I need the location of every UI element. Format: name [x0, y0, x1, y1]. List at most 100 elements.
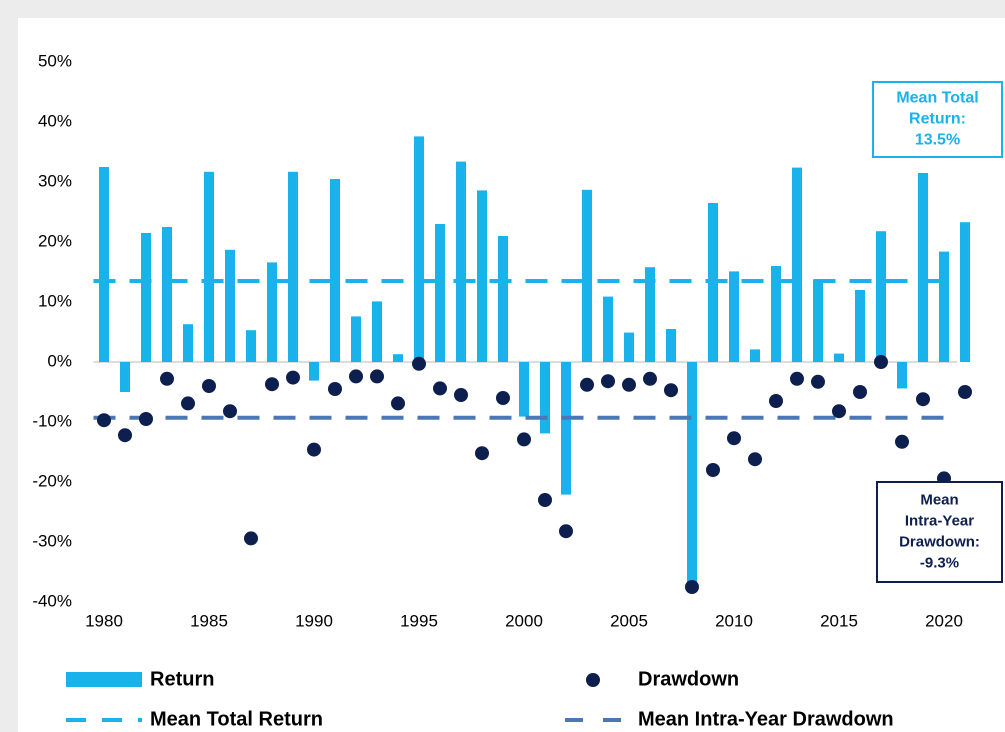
bar — [498, 236, 508, 362]
dot — [643, 371, 657, 386]
bar — [456, 161, 466, 362]
y-tick-label: -20% — [32, 471, 72, 490]
bar — [414, 136, 424, 362]
bar — [603, 296, 613, 362]
dot — [895, 434, 909, 449]
dot — [412, 356, 426, 371]
dot — [202, 379, 216, 393]
bar — [246, 330, 256, 362]
bar — [540, 362, 550, 434]
dot — [181, 396, 195, 411]
bar — [309, 362, 319, 381]
bar — [729, 271, 739, 362]
bar — [477, 190, 487, 362]
chart-panel — [18, 18, 1005, 732]
annotation-box — [872, 81, 1003, 158]
dot — [349, 369, 363, 384]
y-tick-label: 40% — [38, 111, 72, 130]
bar — [183, 324, 193, 362]
annotation-text: Intra-Year — [905, 512, 974, 529]
dot — [475, 446, 489, 461]
bar — [855, 290, 865, 362]
dot — [97, 413, 111, 428]
bar — [666, 329, 676, 362]
bar — [687, 362, 697, 584]
bar — [435, 224, 445, 362]
dot — [307, 442, 321, 457]
dot — [706, 463, 720, 477]
dot — [664, 383, 678, 398]
dot — [538, 493, 552, 507]
y-tick-label: 30% — [38, 171, 72, 190]
dot — [832, 404, 846, 419]
dot — [139, 412, 153, 426]
x-tick-label: 2010 — [715, 611, 753, 630]
x-tick-label: 1985 — [190, 611, 228, 630]
dot — [433, 381, 447, 396]
legend-swatch — [66, 672, 142, 687]
x-tick-label: 1995 — [400, 611, 438, 630]
dot — [874, 355, 888, 369]
dot — [265, 377, 279, 392]
dot — [454, 388, 468, 402]
dot — [370, 369, 384, 384]
bar — [225, 249, 235, 362]
dot — [853, 385, 867, 399]
dot — [559, 524, 573, 539]
bar — [792, 167, 802, 362]
dot — [811, 374, 825, 389]
bar — [120, 362, 130, 392]
annotation-text: Mean — [920, 491, 958, 508]
legend-label: Mean Intra-Year Drawdown — [638, 708, 894, 730]
y-tick-label: 10% — [38, 291, 72, 310]
dot — [601, 374, 615, 389]
bar — [351, 316, 361, 362]
bar — [162, 227, 172, 362]
bar — [897, 362, 907, 389]
legend-label: Mean Total Return — [150, 708, 323, 730]
dot — [748, 452, 762, 467]
x-tick-label: 2005 — [610, 611, 648, 630]
bar — [813, 279, 823, 362]
bar — [141, 233, 151, 362]
annotation-text: Mean Total — [896, 90, 978, 107]
bar — [204, 171, 214, 362]
bar — [645, 267, 655, 362]
annotation-text: 13.5% — [915, 132, 960, 149]
dot — [727, 431, 741, 446]
y-tick-label: -30% — [32, 531, 72, 550]
bar — [330, 179, 340, 362]
dot — [244, 531, 258, 546]
legend-label: Drawdown — [638, 668, 739, 690]
dot — [580, 377, 594, 392]
annotation-text: Drawdown: — [899, 533, 980, 550]
dot — [118, 428, 132, 443]
y-tick-label: -40% — [32, 591, 72, 610]
x-tick-label: 2020 — [925, 611, 963, 630]
bar — [99, 167, 109, 362]
x-tick-label: 2000 — [505, 611, 543, 630]
bar — [918, 173, 928, 362]
x-tick-label: 1990 — [295, 611, 333, 630]
x-tick-label: 2015 — [820, 611, 858, 630]
bar — [267, 262, 277, 362]
bar — [750, 349, 760, 362]
bar — [939, 251, 949, 362]
legend-swatch — [586, 673, 600, 687]
dot — [391, 396, 405, 411]
dot — [622, 377, 636, 392]
dot — [916, 392, 930, 407]
dot — [223, 404, 237, 419]
bar — [834, 353, 844, 362]
dot — [517, 432, 531, 447]
bar — [771, 266, 781, 362]
legend-label: Return — [150, 668, 214, 690]
bar — [582, 189, 592, 362]
bar — [393, 354, 403, 362]
dot — [958, 385, 972, 399]
dot — [496, 391, 510, 405]
annotation-box — [876, 481, 1003, 583]
annotation-text: -9.3% — [920, 554, 959, 571]
